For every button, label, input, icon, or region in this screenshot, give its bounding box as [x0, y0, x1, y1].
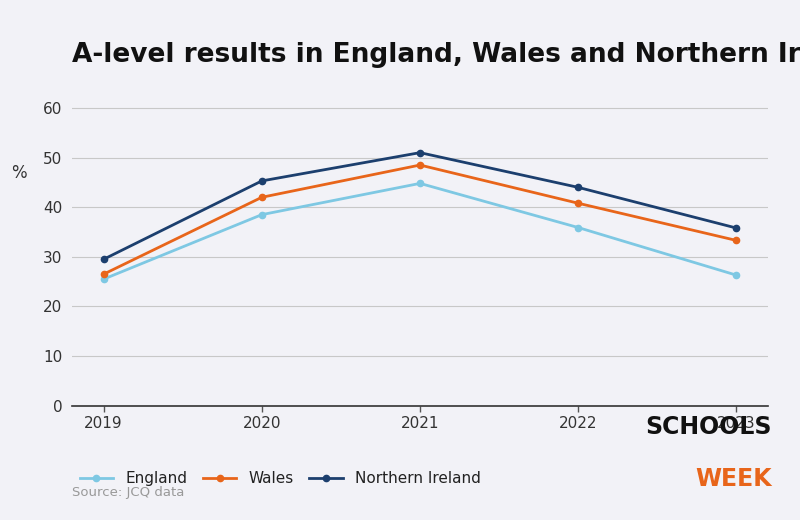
England [415, 180, 425, 187]
Text: Source: JCQ data: Source: JCQ data [72, 486, 184, 499]
Wales [574, 200, 583, 206]
Line: Wales: Wales [101, 162, 739, 277]
Wales [731, 237, 741, 243]
Text: A-level results in England, Wales and Northern Ireland: A-level results in England, Wales and No… [72, 42, 800, 68]
Northern Ireland [257, 178, 266, 184]
Line: England: England [101, 180, 739, 282]
England [257, 212, 266, 218]
Wales [415, 162, 425, 168]
Text: SCHOOLS: SCHOOLS [646, 415, 772, 439]
England [574, 225, 583, 231]
Northern Ireland [415, 150, 425, 156]
Line: Northern Ireland: Northern Ireland [101, 150, 739, 263]
Wales [257, 194, 266, 200]
Text: WEEK: WEEK [695, 467, 772, 491]
Northern Ireland [731, 225, 741, 231]
England [99, 276, 109, 282]
Northern Ireland [99, 256, 109, 263]
Northern Ireland [574, 184, 583, 190]
Text: %: % [11, 164, 26, 183]
Wales [99, 271, 109, 277]
England [731, 272, 741, 278]
Legend: England, Wales, Northern Ireland: England, Wales, Northern Ireland [80, 471, 481, 486]
